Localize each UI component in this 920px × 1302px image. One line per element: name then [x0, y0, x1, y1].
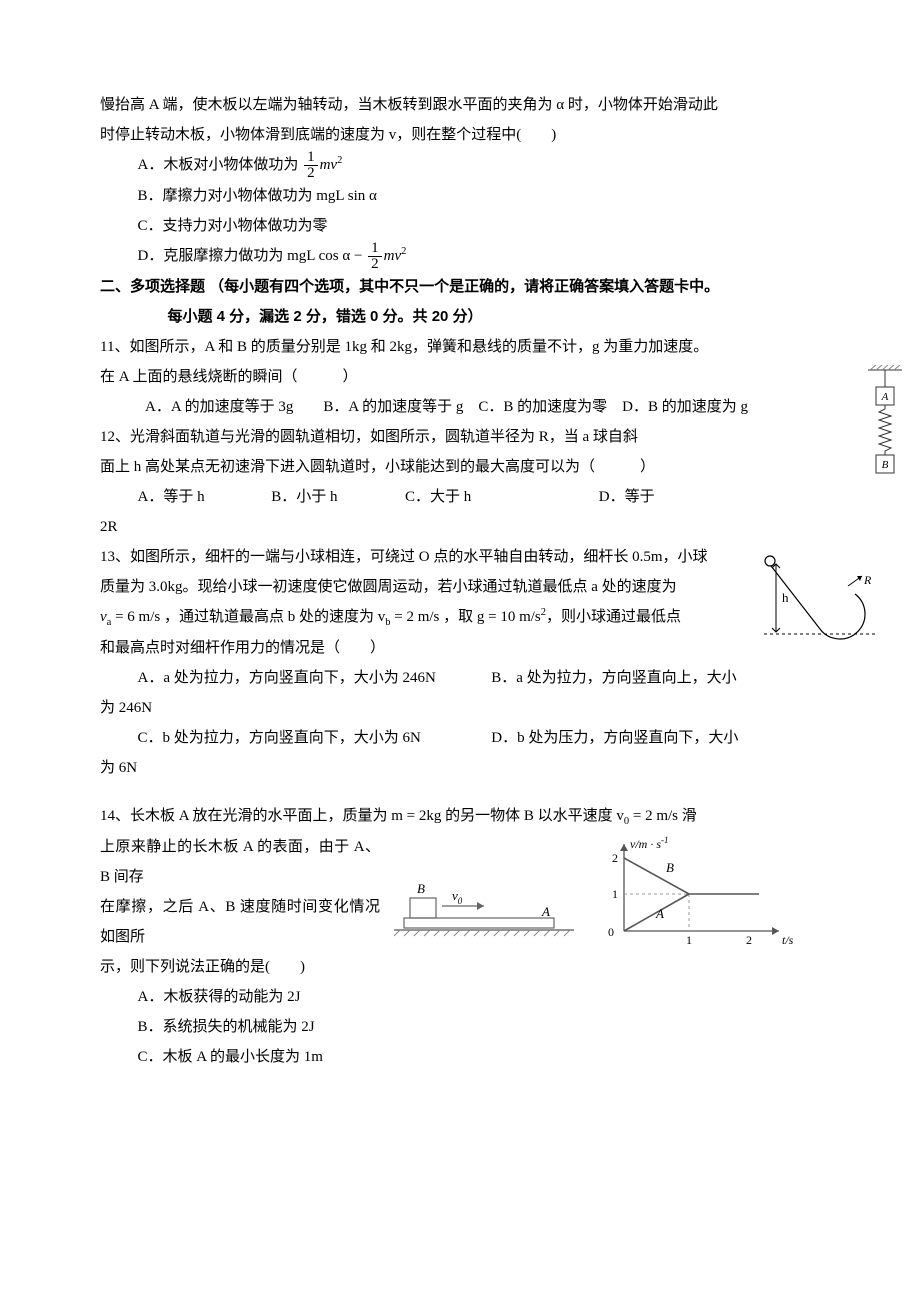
text: 12、光滑斜面轨道与光滑的圆轨道相切，如图所示，圆轨道半径为 R，当 a 球自斜: [100, 429, 638, 445]
text: 和最高点时对细杆作用力的情况是（ ）: [100, 640, 385, 656]
q14-option-c: C．木板 A 的最小长度为 1m: [100, 1042, 820, 1072]
exponent: 2: [401, 246, 406, 257]
text: 在 A 上面的悬线烧断的瞬间（ ）: [100, 369, 358, 385]
text: A．木板对小物体做功为: [138, 157, 299, 173]
text: = 2 m/s 滑: [629, 808, 697, 824]
q14-stem-line3: 在摩擦，之后 A、B 速度随时间变化情况如图所: [100, 892, 380, 952]
q13-stem-line1: 13、如图所示，细杆的一端与小球相连，可绕过 O 点的水平轴自由转动，细杆长 0…: [100, 542, 820, 572]
q13-option-c: C．b 处为拉力，方向竖直向下，大小为 6N: [138, 723, 488, 753]
text: 14、长木板 A 放在光滑的水平面上，质量为 m = 2kg 的另一物体 B 以…: [100, 808, 624, 824]
text: D．克服摩擦力做功为 mgL cos α −: [138, 248, 363, 264]
q13-option-b2: 为 246N: [100, 693, 820, 723]
figure-vt-graph: 0 1 2 1 2 A B v/m · s-1 t/s: [594, 836, 794, 946]
figure-block-on-board: B A v0: [394, 876, 574, 946]
text: 13、如图所示，细杆的一端与小球相连，可绕过 O 点的水平轴自由转动，细杆长 0…: [100, 549, 708, 565]
text: B．系统损失的机械能为 2J: [138, 1019, 315, 1035]
q10-option-a: A．木板对小物体做功为 12mv2: [100, 150, 820, 181]
q11-options: A．A 的加速度等于 3g B．A 的加速度等于 g C．B 的加速度为零 D．…: [100, 392, 820, 422]
fraction: 12: [368, 241, 382, 272]
figure-loop-track: R h: [760, 554, 880, 644]
q13-option-d2: 为 6N: [100, 753, 820, 783]
q13-stem-line2: 质量为 3.0kg。现给小球一初速度使它做圆周运动，若小球通过轨道最低点 a 处…: [100, 572, 820, 602]
q11-stem-line1: 11、如图所示，A 和 B 的质量分别是 1kg 和 2kg，弹簧和悬线的质量不…: [100, 332, 820, 362]
figure-spring: A B: [868, 365, 902, 480]
q14-row: 上原来静止的长木板 A 的表面，由于 A、B 间存 在摩擦，之后 A、B 速度随…: [100, 832, 820, 982]
q13-option-row1: A．a 处为拉力，方向竖直向下，大小为 246N B．a 处为拉力，方向竖直向上…: [100, 663, 820, 693]
text: 为 6N: [100, 760, 137, 776]
xlabel: t/s: [782, 933, 794, 946]
tick-2x: 2: [746, 933, 752, 946]
label-a: A: [881, 391, 889, 403]
q12-option-b: B．小于 h: [271, 482, 401, 512]
q13-stem-line3: va = 6 m/s ，通过轨道最高点 b 处的速度为 vb = 2 m/s ，…: [100, 602, 820, 633]
q14-stem-line1: 14、长木板 A 放在光滑的水平面上，质量为 m = 2kg 的另一物体 B 以…: [100, 801, 820, 832]
text: v: [100, 609, 107, 625]
text: 11、如图所示，A 和 B 的质量分别是 1kg 和 2kg，弹簧和悬线的质量不…: [100, 339, 708, 355]
text: 2R: [100, 519, 118, 535]
section2-subtitle: 每小题 4 分，漏选 2 分，错选 0 分。共 20 分）: [100, 302, 820, 332]
text: 为 246N: [100, 700, 152, 716]
text: B．摩擦力对小物体做功为 mgL sin α: [138, 188, 377, 204]
text: 质量为 3.0kg。现给小球一初速度使它做圆周运动，若小球通过轨道最低点 a 处…: [100, 579, 677, 595]
text: 示，则下列说法正确的是( ): [100, 959, 305, 975]
q10-stem-line1: 慢抬高 A 端，使木板以左端为轴转动，当木板转到跟水平面的夹角为 α 时，小物体…: [100, 90, 820, 120]
exponent: 2: [337, 155, 342, 166]
label-b: B: [882, 459, 889, 471]
tick-1x: 1: [686, 933, 692, 946]
graph-label-b: B: [666, 860, 674, 875]
text: 上原来静止的长木板 A 的表面，由于 A、B 间存: [100, 839, 380, 885]
text: C．支持力对小物体做功为零: [138, 218, 328, 234]
q14-option-a: A．木板获得的动能为 2J: [100, 982, 820, 1012]
text: = 2 m/s ，取 g = 10 m/s: [390, 609, 540, 625]
q14-option-b: B．系统损失的机械能为 2J: [100, 1012, 820, 1042]
text: 二、多项选择题 （每小题有四个选项，其中不只一个是正确的，请将正确答案填入答题卡…: [100, 278, 719, 295]
q12-tail: 2R: [100, 512, 820, 542]
q13-option-a: A．a 处为拉力，方向竖直向下，大小为 246N: [138, 663, 488, 693]
text: A．木板获得的动能为 2J: [138, 989, 301, 1005]
label-b: B: [417, 881, 425, 896]
q12-option-d: D．等于: [599, 489, 655, 505]
fraction: 12: [304, 150, 318, 181]
text: A．A 的加速度等于 3g B．A 的加速度等于 g C．B 的加速度为零 D．…: [145, 399, 748, 415]
q10-option-d: D．克服摩擦力做功为 mgL cos α − 12mv2: [100, 241, 820, 272]
tick-2y: 2: [612, 851, 618, 865]
q12-stem-line2: 面上 h 高处某点无初速滑下进入圆轨道时，小球能达到的最大高度可以为（ ）: [100, 452, 820, 482]
q14-stem-line2: 上原来静止的长木板 A 的表面，由于 A、B 间存: [100, 832, 380, 892]
q13-option-row2: C．b 处为拉力，方向竖直向下，大小为 6N D．b 处为压力，方向竖直向下，大…: [100, 723, 820, 753]
text: mv: [384, 248, 402, 264]
q12-option-a: A．等于 h: [138, 482, 268, 512]
label-a: A: [541, 904, 550, 919]
text: 面上 h 高处某点无初速滑下进入圆轨道时，小球能达到的最大高度可以为（ ）: [100, 459, 655, 475]
tick-1y: 1: [612, 887, 618, 901]
text: = 6 m/s ，通过轨道最高点 b 处的速度为 v: [111, 609, 385, 625]
q12-option-c: C．大于 h: [405, 482, 595, 512]
q12-stem-line1: 12、光滑斜面轨道与光滑的圆轨道相切，如图所示，圆轨道半径为 R，当 a 球自斜: [100, 422, 820, 452]
q11-stem-line2: 在 A 上面的悬线烧断的瞬间（ ）: [100, 362, 820, 392]
tick-0: 0: [608, 925, 614, 939]
section2-title: 二、多项选择题 （每小题有四个选项，其中不只一个是正确的，请将正确答案填入答题卡…: [100, 272, 820, 302]
graph-label-a: A: [655, 906, 664, 921]
text: 慢抬高 A 端，使木板以左端为轴转动，当木板转到跟水平面的夹角为 α 时，小物体…: [100, 97, 718, 113]
q13-stem-line4: 和最高点时对细杆作用力的情况是（ ）: [100, 633, 820, 663]
q14-stem-line4: 示，则下列说法正确的是( ): [100, 952, 380, 982]
q10-option-c: C．支持力对小物体做功为零: [100, 211, 820, 241]
text: 在摩擦，之后 A、B 速度随时间变化情况如图所: [100, 899, 380, 945]
text: 时停止转动木板，小物体滑到底端的速度为 v，则在整个过程中( ): [100, 127, 556, 143]
label-h: h: [782, 590, 789, 605]
text: ，则小球通过最低点: [546, 609, 681, 625]
q13-option-d: D．b 处为压力，方向竖直向下，大小: [491, 730, 738, 746]
text: mv: [320, 157, 338, 173]
label-v: v0: [452, 888, 463, 906]
label-r: R: [863, 573, 872, 587]
text: C．木板 A 的最小长度为 1m: [138, 1049, 323, 1065]
q12-options: A．等于 h B．小于 h C．大于 h D．等于: [100, 482, 820, 512]
text: 每小题 4 分，漏选 2 分，错选 0 分。共 20 分）: [168, 308, 483, 325]
q10-stem-line2: 时停止转动木板，小物体滑到底端的速度为 v，则在整个过程中( ): [100, 120, 820, 150]
q13-option-b: B．a 处为拉力，方向竖直向上，大小: [491, 670, 736, 686]
ylabel: v/m · s-1: [630, 836, 669, 851]
q10-option-b: B．摩擦力对小物体做功为 mgL sin α: [100, 181, 820, 211]
